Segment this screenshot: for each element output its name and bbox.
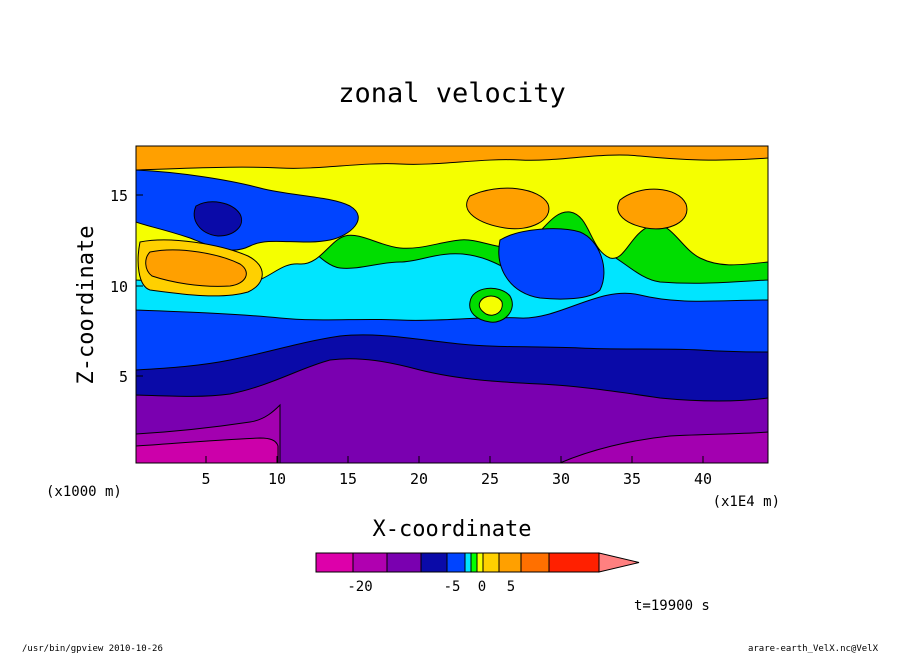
colorbar-segment (476, 552, 484, 573)
colorbar-segment (464, 552, 472, 573)
colorbar-segment (420, 552, 448, 573)
x-tick-label: 25 (481, 470, 499, 488)
plot-area (136, 146, 768, 463)
colorbar-segment (470, 552, 478, 573)
field-band-orange-top (136, 146, 768, 171)
colorbar-arrow (598, 552, 640, 573)
field-blue-patch-left (136, 169, 359, 251)
x-axis: 5 10 15 20 25 30 35 40 (201, 456, 712, 488)
colorbar-segment (386, 552, 422, 573)
field-dark-blue-patch (193, 201, 242, 237)
colorbar-segment (498, 552, 522, 573)
y-axis-label: Z-coordinate (74, 226, 99, 385)
x-unit-right: (x1E4 m) (713, 494, 780, 510)
colorbar-segment (315, 552, 354, 573)
time-label: t=19900 s (634, 598, 710, 614)
field-orange-cell-right (617, 188, 688, 230)
plot-frame (135, 145, 769, 464)
y-tick-label: 15 (110, 187, 128, 205)
x-tick-label: 15 (339, 470, 357, 488)
y-axis: 5 10 15 (110, 187, 143, 386)
field-band-magenta (136, 437, 279, 463)
colorbar-segment (352, 552, 388, 573)
field-orange-core-left (145, 249, 247, 287)
colorbar-label: 5 (507, 579, 515, 595)
x-tick-label: 5 (201, 470, 210, 488)
x-tick-label: 10 (268, 470, 286, 488)
colorbar-segment (446, 552, 466, 573)
field-band-purple-right (559, 431, 768, 463)
colorbar-segment (548, 552, 600, 573)
x-tick-label: 30 (552, 470, 570, 488)
colorbar-segment (482, 552, 500, 573)
x-axis-label: X-coordinate (373, 517, 532, 542)
footer-right: arare-earth_VelX.nc@VelX (748, 644, 879, 654)
field-orange-cell-mid (466, 187, 550, 230)
x-unit-left: (x1000 m) (46, 484, 122, 500)
footer-left: /usr/bin/gpview 2010-10-26 (22, 644, 163, 654)
x-tick-label: 35 (623, 470, 641, 488)
colorbar-label: -5 (444, 579, 461, 595)
colorbar-label: 0 (478, 579, 486, 595)
x-tick-label: 20 (410, 470, 428, 488)
x-tick-label: 40 (694, 470, 712, 488)
colorbar-segment (520, 552, 550, 573)
field-blue-patch-right (498, 228, 605, 300)
colorbar-label: -20 (347, 579, 372, 595)
y-tick-label: 10 (110, 278, 128, 296)
field-band-violet (136, 358, 768, 463)
colorbar (315, 552, 640, 573)
field-yellow-spot (478, 295, 503, 316)
chart-title: zonal velocity (338, 78, 566, 109)
y-tick-label: 5 (119, 368, 128, 386)
